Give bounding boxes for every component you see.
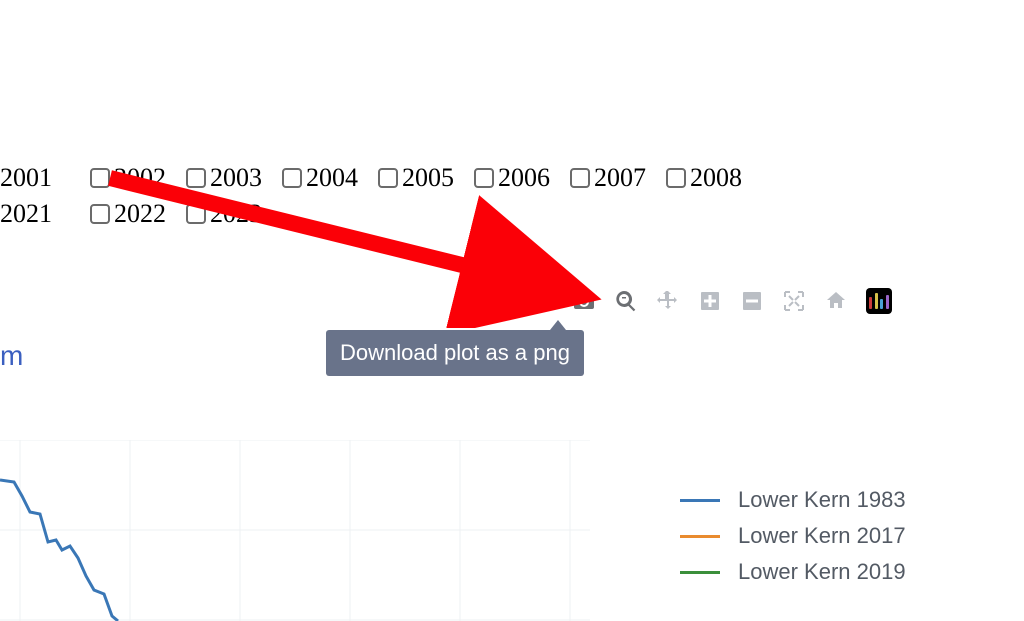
checkbox-icon xyxy=(474,168,494,188)
legend-label: Lower Kern 1983 xyxy=(738,487,906,513)
year-row-1: 2001 2002 2003 2004 2005 2006 2007 2008 xyxy=(0,160,742,196)
year-checkbox-2004[interactable]: 2004 xyxy=(282,163,358,193)
chart-title-fragment: m xyxy=(0,340,23,372)
year-label: 2002 xyxy=(114,163,166,193)
reset-axes-icon[interactable] xyxy=(824,289,848,313)
year-checkbox-2023[interactable]: 2023 xyxy=(186,199,262,229)
zoom-in-icon[interactable] xyxy=(698,289,722,313)
year-label: 2005 xyxy=(402,163,454,193)
year-checkbox-2002[interactable]: 2002 xyxy=(90,163,166,193)
checkbox-icon xyxy=(378,168,398,188)
checkbox-icon xyxy=(186,168,206,188)
series-line xyxy=(0,480,118,621)
checkbox-icon xyxy=(666,168,686,188)
camera-icon[interactable] xyxy=(572,289,596,313)
tooltip: Download plot as a png xyxy=(326,330,584,376)
chart-svg xyxy=(0,440,590,621)
legend-item[interactable]: Lower Kern 1983 xyxy=(680,482,906,518)
tooltip-text: Download plot as a png xyxy=(340,340,570,365)
year-label: 2007 xyxy=(594,163,646,193)
logo-bar xyxy=(880,299,883,309)
year-checkbox-2003[interactable]: 2003 xyxy=(186,163,262,193)
legend-item[interactable]: Lower Kern 2019 xyxy=(680,554,906,590)
pan-icon[interactable] xyxy=(656,289,680,313)
zoom-out-icon[interactable] xyxy=(740,289,764,313)
year-checkbox-group: 2001 2002 2003 2004 2005 2006 2007 2008 … xyxy=(0,160,742,232)
checkbox-icon xyxy=(90,168,110,188)
year-checkbox-2006[interactable]: 2006 xyxy=(474,163,550,193)
logo-bar xyxy=(869,297,872,309)
legend: Lower Kern 1983 Lower Kern 2017 Lower Ke… xyxy=(680,482,906,590)
year-checkbox-2022[interactable]: 2022 xyxy=(90,199,166,229)
legend-swatch xyxy=(680,571,720,574)
plotly-toolbar xyxy=(572,288,892,314)
logo-bar xyxy=(886,295,889,309)
year-checkbox-2005[interactable]: 2005 xyxy=(378,163,454,193)
checkbox-icon xyxy=(90,204,110,224)
checkbox-icon xyxy=(282,168,302,188)
year-checkbox-2008[interactable]: 2008 xyxy=(666,163,742,193)
legend-swatch xyxy=(680,535,720,538)
year-label: 2003 xyxy=(210,163,262,193)
year-label: 2006 xyxy=(498,163,550,193)
legend-label: Lower Kern 2017 xyxy=(738,523,906,549)
year-label: 2008 xyxy=(690,163,742,193)
year-label-partial: 2001 xyxy=(0,163,70,193)
year-label-partial: 2021 xyxy=(0,199,70,229)
checkbox-icon xyxy=(186,204,206,224)
year-label: 2004 xyxy=(306,163,358,193)
logo-bar xyxy=(875,293,878,309)
autoscale-icon[interactable] xyxy=(782,289,806,313)
zoom-icon[interactable] xyxy=(614,289,638,313)
legend-label: Lower Kern 2019 xyxy=(738,559,906,585)
legend-swatch xyxy=(680,499,720,502)
grid xyxy=(0,440,590,621)
year-checkbox-2007[interactable]: 2007 xyxy=(570,163,646,193)
plotly-logo-icon[interactable] xyxy=(866,288,892,314)
year-label: 2022 xyxy=(114,199,166,229)
chart-area xyxy=(0,440,590,621)
checkbox-icon xyxy=(570,168,590,188)
year-label: 2023 xyxy=(210,199,262,229)
year-row-2: 2021 2022 2023 xyxy=(0,196,742,232)
legend-item[interactable]: Lower Kern 2017 xyxy=(680,518,906,554)
